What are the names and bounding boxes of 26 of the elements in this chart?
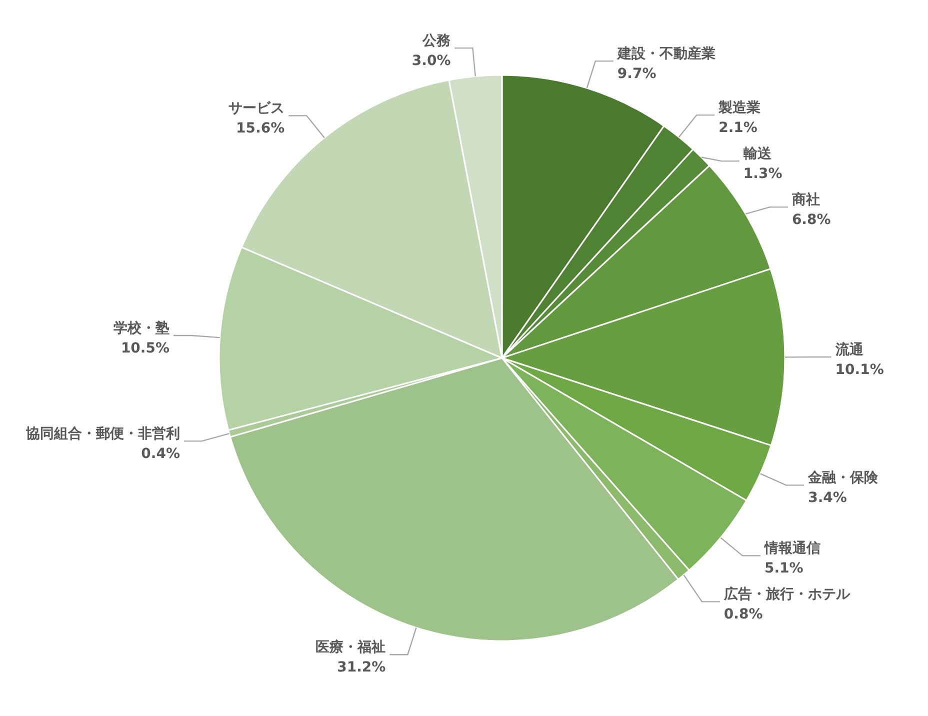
slice-label: 公務: [422, 33, 452, 50]
slice-label: 学校・塾: [114, 320, 170, 337]
data-label: 1.3%: [743, 166, 782, 182]
data-label: 2.1%: [718, 120, 758, 136]
data-label: 3.0%: [412, 53, 451, 70]
slice-label: 輸送: [742, 146, 772, 162]
slice-label: 協同組合・郵便・非営利: [24, 426, 180, 442]
data-label: 9.7%: [617, 66, 656, 82]
slice-label: 製造業: [718, 100, 761, 116]
data-label: 0.8%: [724, 606, 763, 623]
data-label: 6.8%: [792, 212, 831, 228]
slice-label: 医療・福祉: [316, 638, 386, 656]
data-label: 10.5%: [120, 340, 170, 357]
data-label: 0.4%: [141, 446, 180, 462]
data-label: 5.1%: [764, 560, 804, 577]
data-label: 3.4%: [808, 490, 847, 506]
slice-label: 広告・旅行・ホテル: [722, 586, 851, 603]
slice-label: 流通: [834, 341, 864, 358]
slice-label: サービス: [228, 100, 285, 117]
slice-label: 商社: [790, 191, 820, 208]
data-label: 31.2%: [337, 660, 386, 676]
data-label: 15.6%: [236, 120, 285, 137]
slice-label: 建設・不動産業: [616, 45, 716, 62]
slice-label: 金融・保険: [807, 470, 880, 486]
slice-label: 情報通信: [763, 540, 820, 557]
data-label: 10.1%: [835, 362, 884, 378]
